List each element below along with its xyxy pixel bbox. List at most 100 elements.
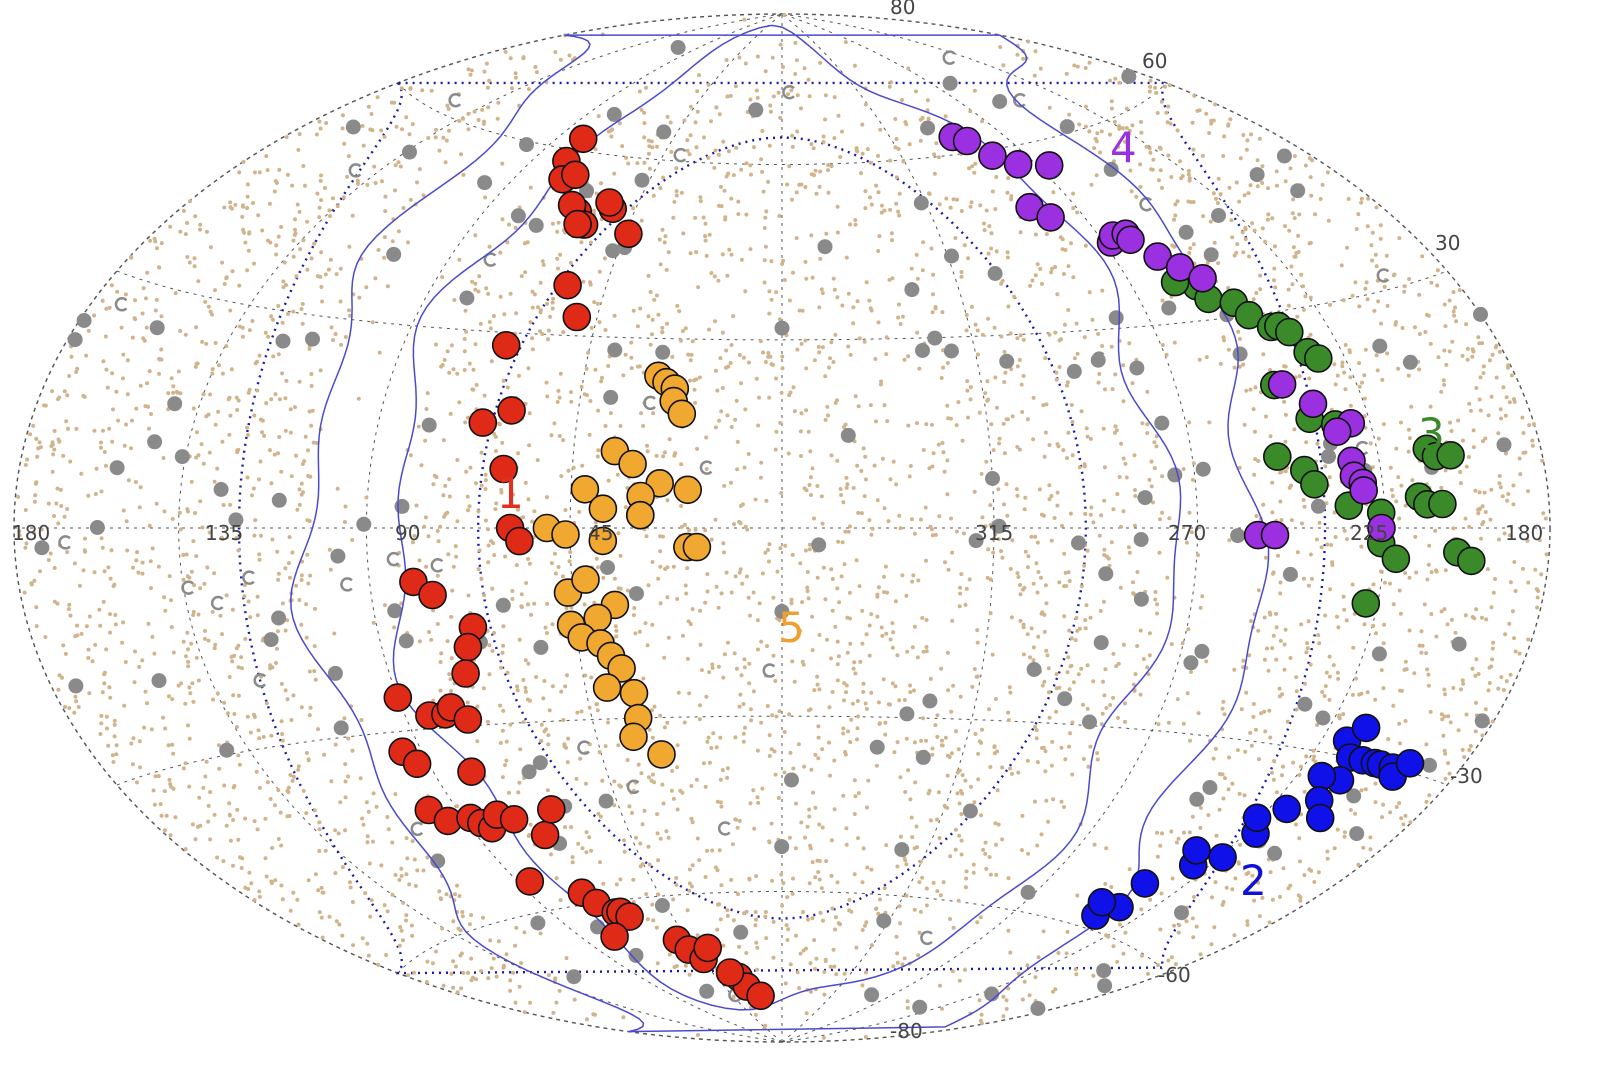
background-dot (916, 578, 921, 583)
background-dot (1537, 538, 1542, 543)
open-marker (430, 558, 444, 573)
background-dot (817, 859, 822, 863)
background-dot (868, 403, 873, 408)
background-dot (340, 933, 345, 938)
background-dot (257, 557, 262, 562)
gray-marker (1422, 757, 1437, 773)
background-dot (725, 908, 730, 913)
gray-marker (1451, 636, 1467, 652)
background-dot (836, 539, 841, 544)
background-dot (847, 897, 852, 902)
background-dot (1101, 599, 1106, 604)
background-dot (1033, 232, 1038, 237)
background-dot (1237, 199, 1242, 204)
background-dot (1041, 403, 1046, 408)
background-dot (765, 704, 770, 708)
lon-tick-label: 135 (205, 521, 243, 545)
background-dot (166, 743, 171, 748)
background-dot (1222, 712, 1227, 717)
background-dot (656, 312, 661, 317)
background-dot (1513, 589, 1518, 593)
background-dot (1274, 625, 1279, 630)
background-dot (931, 272, 936, 277)
background-dot (731, 173, 736, 178)
background-dot (816, 724, 821, 729)
background-dot (503, 763, 507, 768)
background-dot (792, 409, 797, 414)
background-dot (1113, 424, 1118, 429)
background-dot (545, 301, 549, 306)
background-dot (729, 877, 734, 882)
background-dot (958, 694, 963, 699)
background-dot (1001, 994, 1006, 999)
background-dot (945, 458, 950, 463)
background-dot (1232, 253, 1237, 258)
background-dot (540, 332, 545, 336)
background-dot (1501, 385, 1506, 390)
background-dot (1263, 239, 1268, 244)
background-dot (424, 407, 429, 411)
background-dot (1245, 922, 1250, 927)
background-dot (517, 373, 521, 378)
background-dot (299, 622, 304, 627)
gray-marker (629, 586, 644, 602)
background-dot (1243, 749, 1248, 754)
background-dot (347, 313, 352, 318)
background-dot (1000, 555, 1005, 560)
background-dot (754, 874, 759, 879)
background-dot (1170, 876, 1175, 881)
background-dot (1249, 132, 1254, 137)
background-dot (385, 815, 390, 819)
background-dot (799, 106, 803, 111)
background-dot (224, 275, 229, 280)
background-dot (530, 305, 535, 310)
background-dot (701, 761, 706, 766)
background-dot (674, 166, 679, 171)
background-dot (1113, 372, 1118, 377)
background-dot (818, 60, 823, 65)
plane-contour-inner (392, 24, 1182, 1011)
background-dot (1084, 426, 1089, 431)
background-dot (289, 474, 294, 479)
background-dot (1289, 518, 1294, 523)
background-dot (142, 725, 147, 730)
background-dot (911, 573, 916, 578)
background-dot (1034, 728, 1039, 733)
background-dot (1074, 321, 1079, 326)
gray-marker (1057, 691, 1073, 707)
background-dot (1258, 273, 1263, 278)
open-marker (699, 460, 713, 475)
background-dot (1295, 550, 1300, 555)
background-dot (821, 565, 826, 570)
background-dot (1472, 616, 1477, 621)
background-dot (162, 828, 167, 833)
background-dot (441, 438, 446, 443)
background-dot (1255, 184, 1260, 189)
background-dot (949, 751, 954, 756)
background-dot (1138, 692, 1143, 697)
background-dot (698, 703, 702, 708)
background-dot (306, 448, 310, 453)
background-dot (534, 70, 539, 75)
background-dot (1353, 811, 1358, 816)
background-dot (687, 152, 692, 157)
gray-marker (784, 772, 799, 788)
background-dot (287, 535, 292, 540)
background-dot (501, 643, 506, 648)
background-dot (1317, 520, 1322, 525)
background-dot (1074, 615, 1079, 620)
background-dot (819, 287, 824, 292)
background-dot (1025, 417, 1030, 422)
background-dot (140, 311, 145, 316)
background-dot (820, 291, 825, 296)
lon-tick-label: 45 (588, 521, 613, 545)
background-dot (733, 417, 738, 422)
background-dot (1397, 236, 1402, 241)
background-dot (1308, 295, 1313, 300)
background-dot (1396, 475, 1401, 480)
background-dot (612, 171, 617, 176)
gray-marker (167, 396, 183, 412)
background-dot (963, 602, 968, 607)
background-dot (729, 196, 734, 201)
background-dot (1274, 611, 1278, 616)
